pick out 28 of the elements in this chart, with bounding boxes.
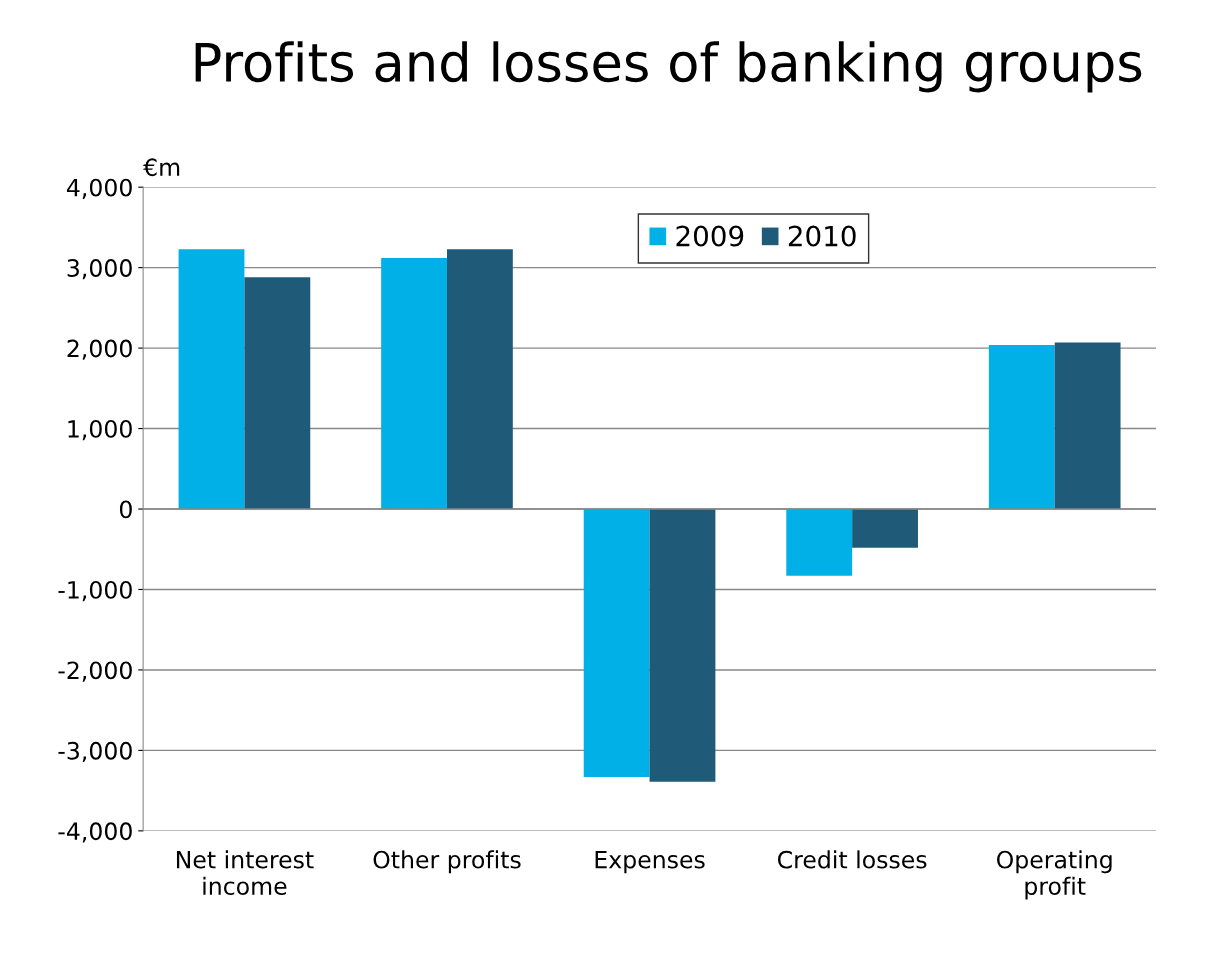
bar [988, 344, 1055, 510]
bar [446, 249, 513, 510]
y-tick-label: 0 [119, 500, 132, 519]
x-tick-label: Other profits [373, 850, 521, 874]
y-tick-label: -2,000 [58, 661, 132, 682]
y-tick-label: 4,000 [66, 178, 132, 199]
x-tick-label: Operating profit [997, 850, 1112, 900]
y-tick-label: 1,000 [68, 420, 132, 441]
legend-label: 2010 [788, 225, 856, 247]
y-tick-label: -1,000 [58, 580, 132, 602]
bar [583, 509, 650, 777]
y-tick-label: -4,000 [58, 822, 132, 843]
x-tick-label: Expenses [595, 851, 705, 874]
chart-title: Profits and losses of banking groups [195, 41, 1142, 93]
bar [786, 509, 853, 576]
y-axis-title: €m [143, 158, 180, 177]
bar [852, 509, 918, 548]
y-tick-label: -3,000 [58, 741, 132, 763]
bar [1054, 342, 1121, 510]
y-tick-label: 2,000 [67, 339, 132, 360]
bar [649, 509, 716, 782]
x-tick-label: Net interest income [176, 850, 314, 896]
x-tick-label: Credit losses [777, 850, 927, 869]
bar [381, 257, 447, 510]
bar [244, 277, 311, 510]
legend-label: 2009 [676, 225, 744, 247]
bar [178, 249, 245, 510]
y-tick-label: 3,000 [67, 259, 132, 280]
